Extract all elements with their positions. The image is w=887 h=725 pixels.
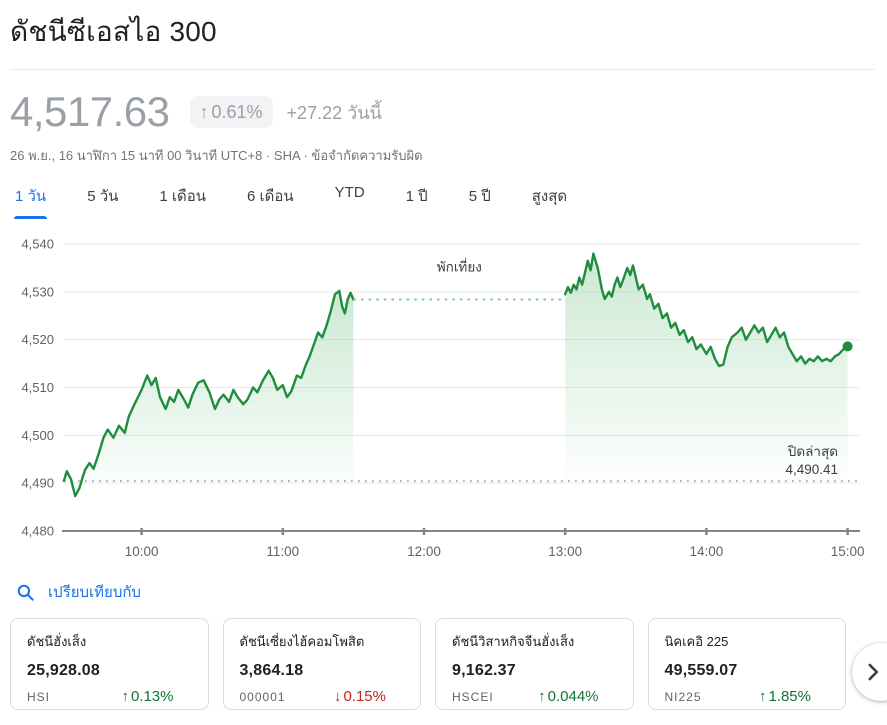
- current-price-dot: [842, 341, 853, 352]
- area-fill-afternoon: [565, 253, 848, 482]
- disclaimer-link[interactable]: ข้อจำกัดความรับผิด: [311, 148, 423, 163]
- range-tabs: 1 วัน 5 วัน 1 เดือน 6 เดือน YTD 1 ปี 5 ป…: [14, 182, 887, 219]
- y-tick-label: 4,510: [21, 380, 54, 395]
- tab-1-year[interactable]: 1 ปี: [405, 188, 428, 205]
- price-line-morning: [62, 289, 355, 498]
- index-change: ↑ 0.044%: [538, 688, 598, 705]
- percent-change-badge: ↑ 0.61%: [189, 96, 273, 128]
- price-line-afternoon: [564, 252, 849, 368]
- quote-timestamp: 26 พ.ย., 16 นาฬิกา 15 นาที 00 วินาที UTC…: [10, 148, 312, 163]
- page-title: ดัชนีซีเอสไอ 300: [10, 16, 217, 47]
- arrow-up-icon: ↑: [538, 688, 546, 705]
- x-tick-label: 14:00: [690, 544, 724, 559]
- previous-close-value: 4,490.41: [785, 462, 838, 477]
- y-tick-label: 4,530: [21, 284, 54, 299]
- index-change-percent: 1.85%: [768, 688, 811, 705]
- tab-1-day[interactable]: 1 วัน: [14, 182, 48, 219]
- y-tick-label: 4,480: [21, 524, 54, 539]
- price-chart[interactable]: 4,480 4,490 4,500 4,510 4,520 4,530 4,540 พักเท…: [0, 221, 887, 569]
- search-icon: [17, 584, 34, 601]
- index-change: ↑ 1.85%: [759, 688, 811, 705]
- carousel-next-button[interactable]: [852, 643, 887, 701]
- compare-with-button[interactable]: เปรียบเทียบกับ: [16, 580, 887, 604]
- y-tick-label: 4,490: [21, 476, 54, 491]
- tab-5-day[interactable]: 5 วัน: [87, 188, 119, 205]
- tab-1-month[interactable]: 1 เดือน: [159, 188, 207, 205]
- index-value: 49,559.07: [664, 662, 738, 679]
- index-name: ดัชนีวิสาหกิจจีนฮั่งเส็ง: [452, 634, 575, 649]
- index-value: 9,162.37: [452, 662, 516, 679]
- quote-meta: 26 พ.ย., 16 นาฬิกา 15 นาที 00 วินาที UTC…: [10, 145, 887, 166]
- index-change: ↑ 0.13%: [121, 688, 173, 705]
- tab-max[interactable]: สูงสุด: [531, 188, 568, 205]
- lunch-break-label: พักเที่ยง: [437, 257, 482, 274]
- header-divider: [10, 69, 875, 70]
- index-value: 3,864.18: [239, 662, 304, 679]
- y-tick-label: 4,500: [21, 428, 54, 443]
- related-indexes: ดัชนีฮั่งเส็ง 25,928.08 HSI ↑ 0.13% ดัชน…: [10, 618, 846, 710]
- index-ticker: HSI: [27, 689, 51, 704]
- quote-summary: 4,517.63 ↑ 0.61% +27.22 วันนี้: [10, 88, 887, 136]
- index-ticker: NI225: [664, 689, 702, 704]
- related-card-shanghai-composite[interactable]: ดัชนีเซี่ยงไฮ้คอมโพสิต 3,864.18 000001 ↓…: [222, 618, 421, 710]
- x-tick-label: 10:00: [125, 544, 159, 559]
- index-name: ดัชนีเซี่ยงไฮ้คอมโพสิต: [239, 634, 365, 649]
- y-tick-label: 4,540: [21, 237, 54, 252]
- absolute-change: +27.22 วันนี้: [286, 102, 382, 123]
- percent-change-value: 0.61%: [211, 102, 263, 122]
- y-tick-label: 4,520: [21, 332, 54, 347]
- x-tick-label: 13:00: [548, 544, 582, 559]
- index-change-percent: 0.15%: [343, 688, 386, 705]
- arrow-up-icon: ↑: [199, 102, 209, 122]
- x-tick-label: 15:00: [831, 544, 865, 559]
- x-tick-label: 11:00: [266, 544, 299, 559]
- tab-5-year[interactable]: 5 ปี: [468, 188, 491, 205]
- index-change: ↓ 0.15%: [334, 688, 386, 705]
- arrow-up-icon: ↑: [121, 688, 129, 705]
- index-change-percent: 0.13%: [130, 688, 174, 705]
- index-value: 25,928.08: [27, 662, 100, 679]
- compare-with-label: เปรียบเทียบกับ: [48, 584, 141, 601]
- related-card-nikkei-225[interactable]: นิคเคอิ 225 49,559.07 NI225 ↑ 1.85%: [647, 618, 846, 710]
- arrow-up-icon: ↑: [758, 688, 767, 705]
- x-tick-label: 12:00: [407, 544, 441, 559]
- chart-container: 4,480 4,490 4,500 4,510 4,520 4,530 4,540 พักเท…: [0, 221, 887, 574]
- index-change-percent: 0.044%: [547, 688, 599, 705]
- tab-ytd[interactable]: YTD: [334, 184, 365, 201]
- related-card-hscei[interactable]: ดัชนีวิสาหกิจจีนฮั่งเส็ง 9,162.37 HSCEI …: [435, 618, 634, 710]
- previous-close-label: ปิดล่าสุด: [787, 444, 838, 460]
- arrow-down-icon: ↓: [333, 688, 342, 705]
- index-ticker: 000001: [239, 689, 286, 704]
- index-name: ดัชนีฮั่งเส็ง: [27, 634, 87, 649]
- chevron-right-icon: [868, 663, 879, 681]
- current-price: 4,517.63: [10, 88, 170, 135]
- tab-6-month[interactable]: 6 เดือน: [247, 188, 294, 205]
- related-card-hsi[interactable]: ดัชนีฮั่งเส็ง 25,928.08 HSI ↑ 0.13%: [10, 618, 209, 710]
- index-name: นิคเคอิ 225: [664, 634, 729, 649]
- header: ดัชนีซีเอสไอ 300: [0, 0, 887, 70]
- index-ticker: HSCEI: [452, 689, 494, 704]
